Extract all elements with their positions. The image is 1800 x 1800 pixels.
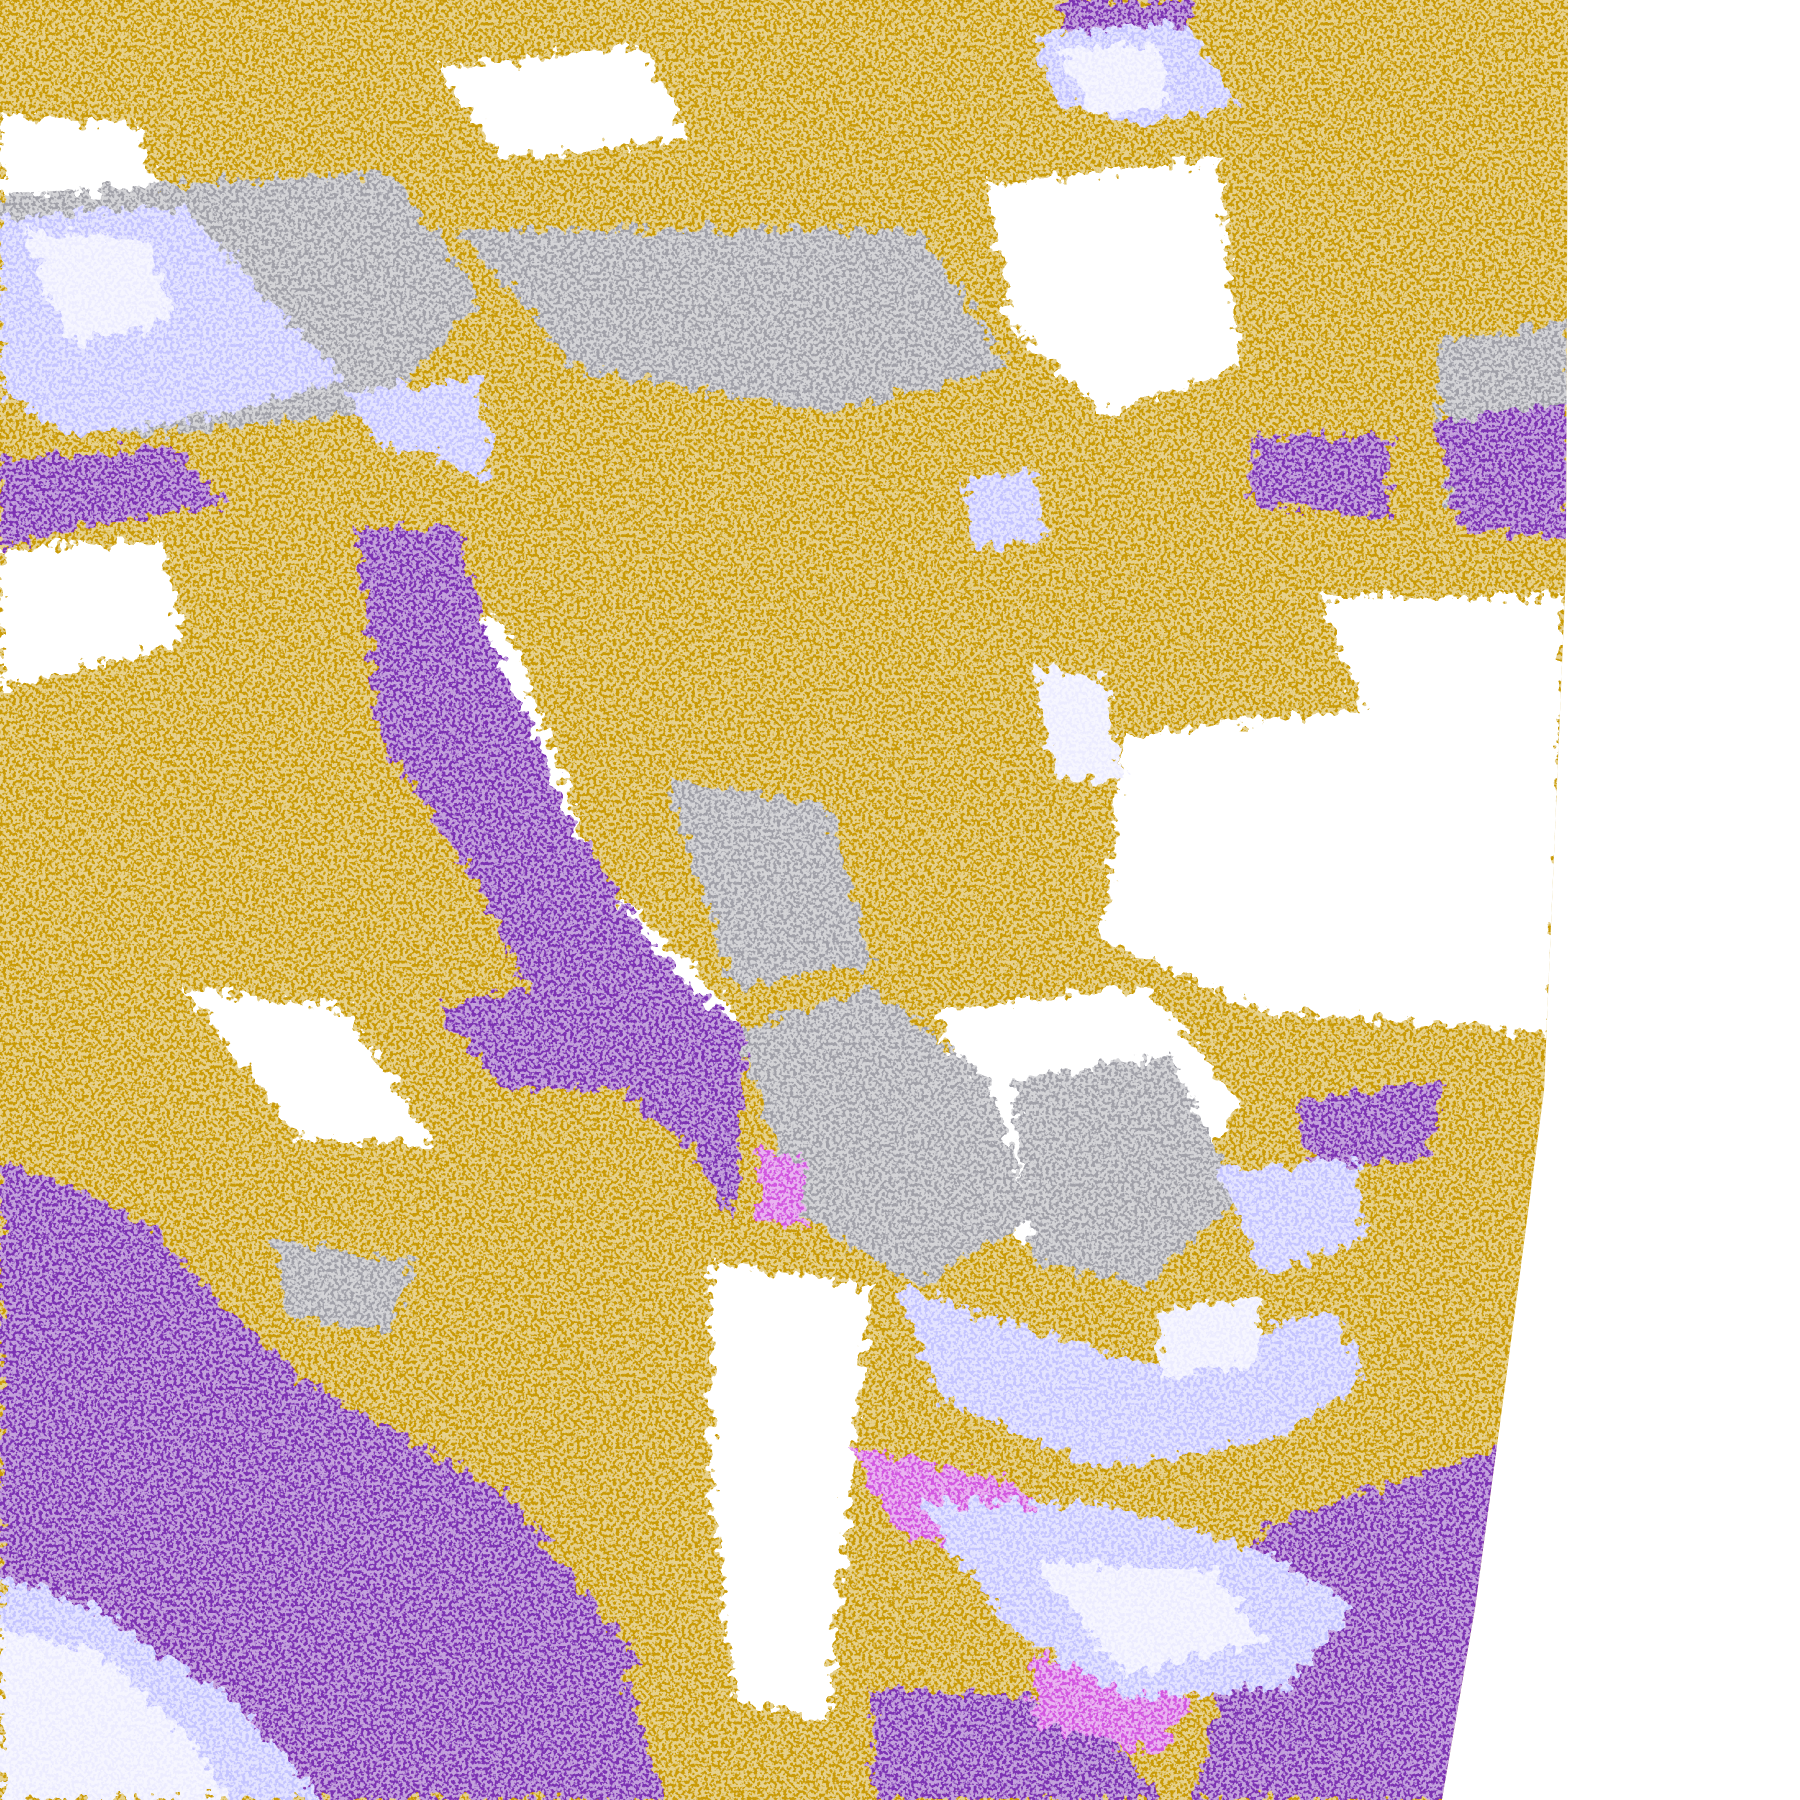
speckle-texture [0,0,1569,1800]
satellite-classification-map [0,0,1569,1800]
